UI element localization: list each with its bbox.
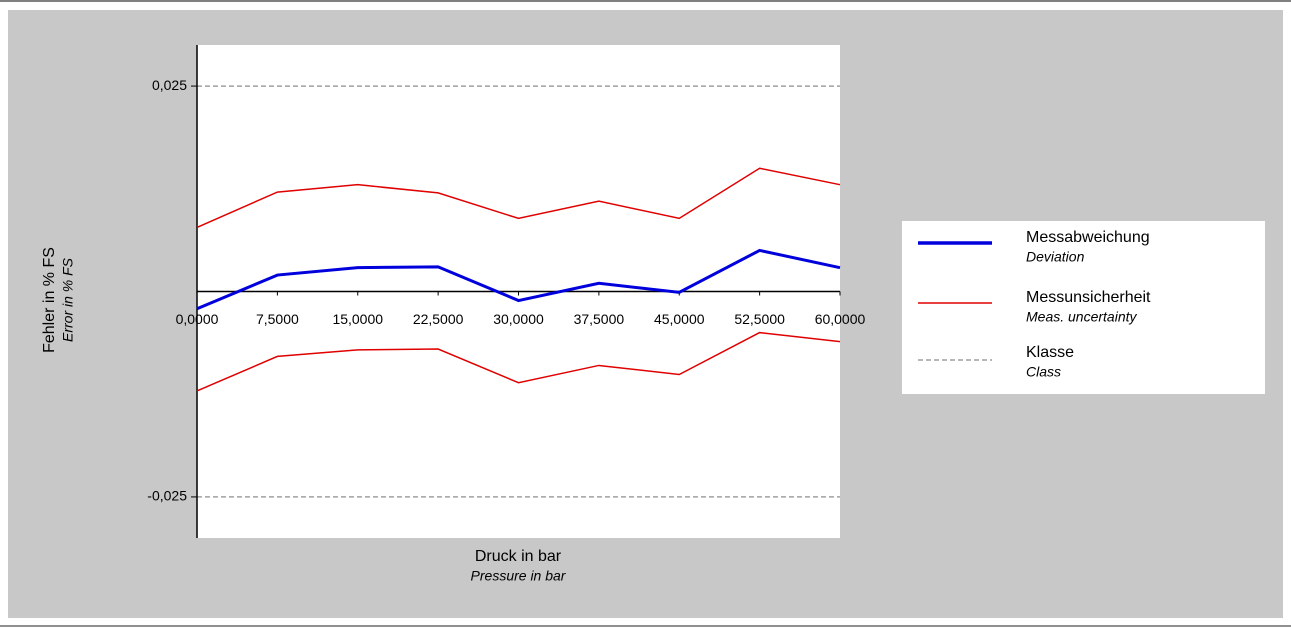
series-line — [196, 167, 841, 229]
series-line-lower — [196, 331, 841, 392]
bottom-border — [0, 625, 1291, 627]
x-tick-label: 52,5000 — [734, 311, 785, 327]
y-tick-label: -0,025 — [147, 488, 187, 504]
y-tick-label: 0,025 — [152, 77, 187, 93]
x-tick-label: 37,5000 — [574, 311, 625, 327]
x-tick-label: 60,0000 — [815, 311, 866, 327]
legend-sublabel: Meas. uncertainty — [1026, 309, 1137, 325]
legend-sublabel: Class — [1026, 364, 1061, 380]
y-axis-subtitle: Error in % FS — [60, 257, 76, 342]
x-tick-label: 15,0000 — [332, 311, 383, 327]
x-tick-label: 30,0000 — [493, 311, 544, 327]
x-tick-label: 22,5000 — [413, 311, 464, 327]
series-line — [196, 248, 841, 311]
x-tick-label: 7,5000 — [256, 311, 299, 327]
top-border — [0, 0, 1291, 2]
y-axis-title: Fehler in % FS — [41, 247, 58, 353]
legend-label: Klasse — [1026, 344, 1074, 361]
x-tick-label: 45,0000 — [654, 311, 705, 327]
legend-label: Messabweichung — [1026, 229, 1150, 246]
x-axis-title: Druck in bar — [475, 548, 562, 565]
x-axis-subtitle: Pressure in bar — [471, 568, 567, 584]
x-tick-label: 0,0000 — [176, 311, 219, 327]
legend-label: Messunsicherheit — [1026, 289, 1151, 306]
legend — [902, 221, 1265, 394]
legend-sublabel: Deviation — [1026, 249, 1085, 265]
